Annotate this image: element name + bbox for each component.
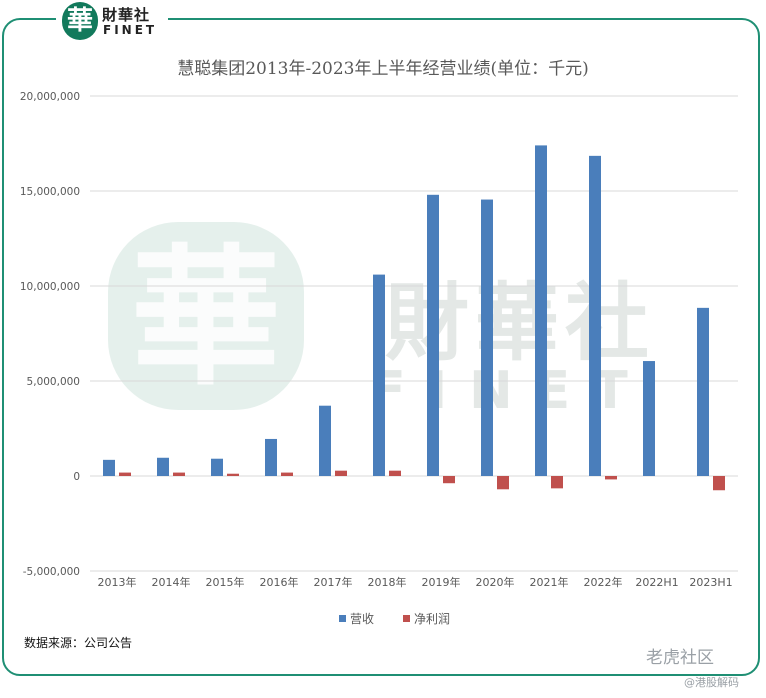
revenue-bar [643,361,655,476]
y-tick-label: -5,000,000 [23,566,80,578]
profit-bar [443,476,455,484]
x-axis-ticks: 2013年 2014年 2015年 2016年 2017年 2018年 2019年 2020年… [98,575,733,589]
profit-bar [551,476,563,489]
x-tick-label: 2023H1 [689,576,732,589]
grid-lines [90,95,738,572]
x-tick-label: 2021年 [530,575,569,589]
profit-bar [335,470,347,476]
revenue-bar [481,199,493,477]
revenue-bar [103,459,115,476]
revenue-bar [319,405,331,476]
profit-bar [281,472,293,476]
y-tick-label: 20,000,000 [20,91,80,103]
corner-sub-watermark: @港股解码 [684,676,739,689]
watermark-name-cn: 財華社 [385,274,655,372]
x-tick-label: 2019年 [422,575,461,589]
x-tick-label: 2022H1 [635,576,678,589]
brand-badge-icon: 華 [62,2,98,40]
chart-frame [2,18,760,676]
watermark-badge-char: 華 [131,230,281,406]
profit-bar [227,473,239,476]
profit-bar [173,472,185,476]
legend: 营收 净利润 [339,612,450,626]
profit-bar [713,476,725,491]
x-tick-label: 2020年 [476,575,515,589]
profit-bar [119,472,131,476]
y-tick-label: 5,000,000 [27,376,80,388]
x-tick-label: 2013年 [98,575,137,589]
bars [103,145,725,491]
revenue-bar [373,274,385,476]
chart-title: 慧聪集团2013年-2023年上半年经营业绩(单位：千元) [177,59,589,79]
revenue-bar [211,458,223,476]
revenue-bar [589,155,601,476]
watermark-name-en: FINET [370,361,649,421]
y-tick-label: 10,000,000 [20,281,80,293]
data-source-note: 数据来源：公司公告 [24,636,133,650]
legend-label: 营收 [350,612,374,626]
x-tick-label: 2022年 [584,575,623,589]
profit-bar [389,470,401,476]
corner-brand-watermark: 老虎社区 [646,648,714,668]
brand-name-cn: 財華社 [102,6,151,24]
legend-swatch [403,615,410,622]
x-tick-label: 2014年 [152,575,191,589]
revenue-bar [535,145,547,476]
profit-bar [605,476,617,480]
legend-label: 净利润 [414,612,450,626]
x-tick-label: 2016年 [260,575,299,589]
x-tick-label: 2015年 [206,575,245,589]
revenue-bar [265,438,277,476]
y-axis-ticks: -5,000,000 0 5,000,000 10,000,000 15,000,000… [20,91,80,578]
y-tick-label: 0 [73,471,80,483]
revenue-bar [157,457,169,476]
profit-bar [497,476,509,490]
y-tick-label: 15,000,000 [20,186,80,198]
brand-logo: 華 財華社 FINET [56,0,168,42]
revenue-bar [427,194,439,477]
legend-swatch [339,615,346,622]
x-tick-label: 2017年 [314,575,353,589]
x-tick-label: 2018年 [368,575,407,589]
revenue-bar [697,307,709,476]
brand-name-en: FINET [103,23,158,37]
watermark-badge-icon [108,222,304,410]
